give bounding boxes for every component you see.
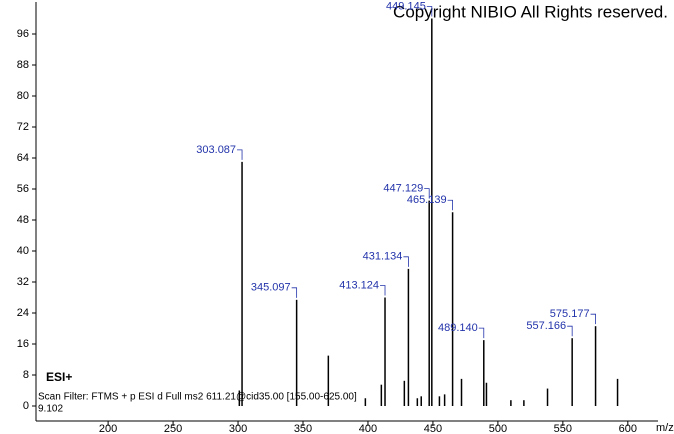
peak-label: 303.087 [196,144,236,156]
peak-label: 413.124 [339,279,379,291]
label-bracket [478,327,485,339]
y-tick-label: 48 [17,214,29,226]
x-tick-label: 500 [489,423,507,434]
peak-label: 449.145 [386,0,426,12]
x-tick-label: 600 [619,423,637,434]
x-tick-label: 400 [359,423,377,434]
peak-label: 575.177 [550,308,590,320]
y-tick-label: 64 [17,152,29,164]
y-tick-label: 24 [17,307,29,319]
label-bracket [380,285,386,296]
peak-label: 465.139 [407,194,447,206]
x-tick-label: 200 [99,423,117,434]
label-bracket [291,287,298,298]
label-bracket [237,149,243,160]
y-tick-label: 72 [17,121,29,133]
x-tick-label: 350 [294,423,312,434]
x-tick-label: 450 [424,423,442,434]
copyright: Copyright NIBIO All Rights reserved. [393,2,668,21]
label-bracket [447,199,453,211]
y-tick-label: 96 [17,28,29,40]
label-bracket [590,313,596,325]
x-tick-label: 550 [554,423,572,434]
y-tick-label: 56 [17,183,29,195]
peak-label: 345.097 [251,282,291,294]
scan-filter: Scan Filter: FTMS + p ESI d Full ms2 611… [38,392,357,403]
y-tick-label: 16 [17,338,29,350]
label-bracket [424,188,430,199]
ion-mode: ESI+ [46,370,72,384]
x-tick-label: 300 [229,423,247,434]
x-tick-label: 250 [164,423,182,434]
retention-time: 9.102 [38,404,63,415]
peak-label: 489.140 [438,322,478,334]
y-tick-label: 32 [17,276,29,288]
y-tick-label: 8 [23,369,29,381]
peak-label: 447.129 [383,183,423,195]
peak-label: 431.134 [363,251,403,263]
label-bracket [426,6,433,17]
x-axis-label: m/z [656,422,674,434]
label-bracket [567,325,573,337]
y-tick-label: 80 [17,90,29,102]
y-tick-label: 40 [17,245,29,257]
label-bracket [403,256,409,267]
y-tick-label: 0 [23,400,29,412]
y-tick-label: 88 [17,59,29,71]
peak-label: 557.166 [526,320,566,332]
